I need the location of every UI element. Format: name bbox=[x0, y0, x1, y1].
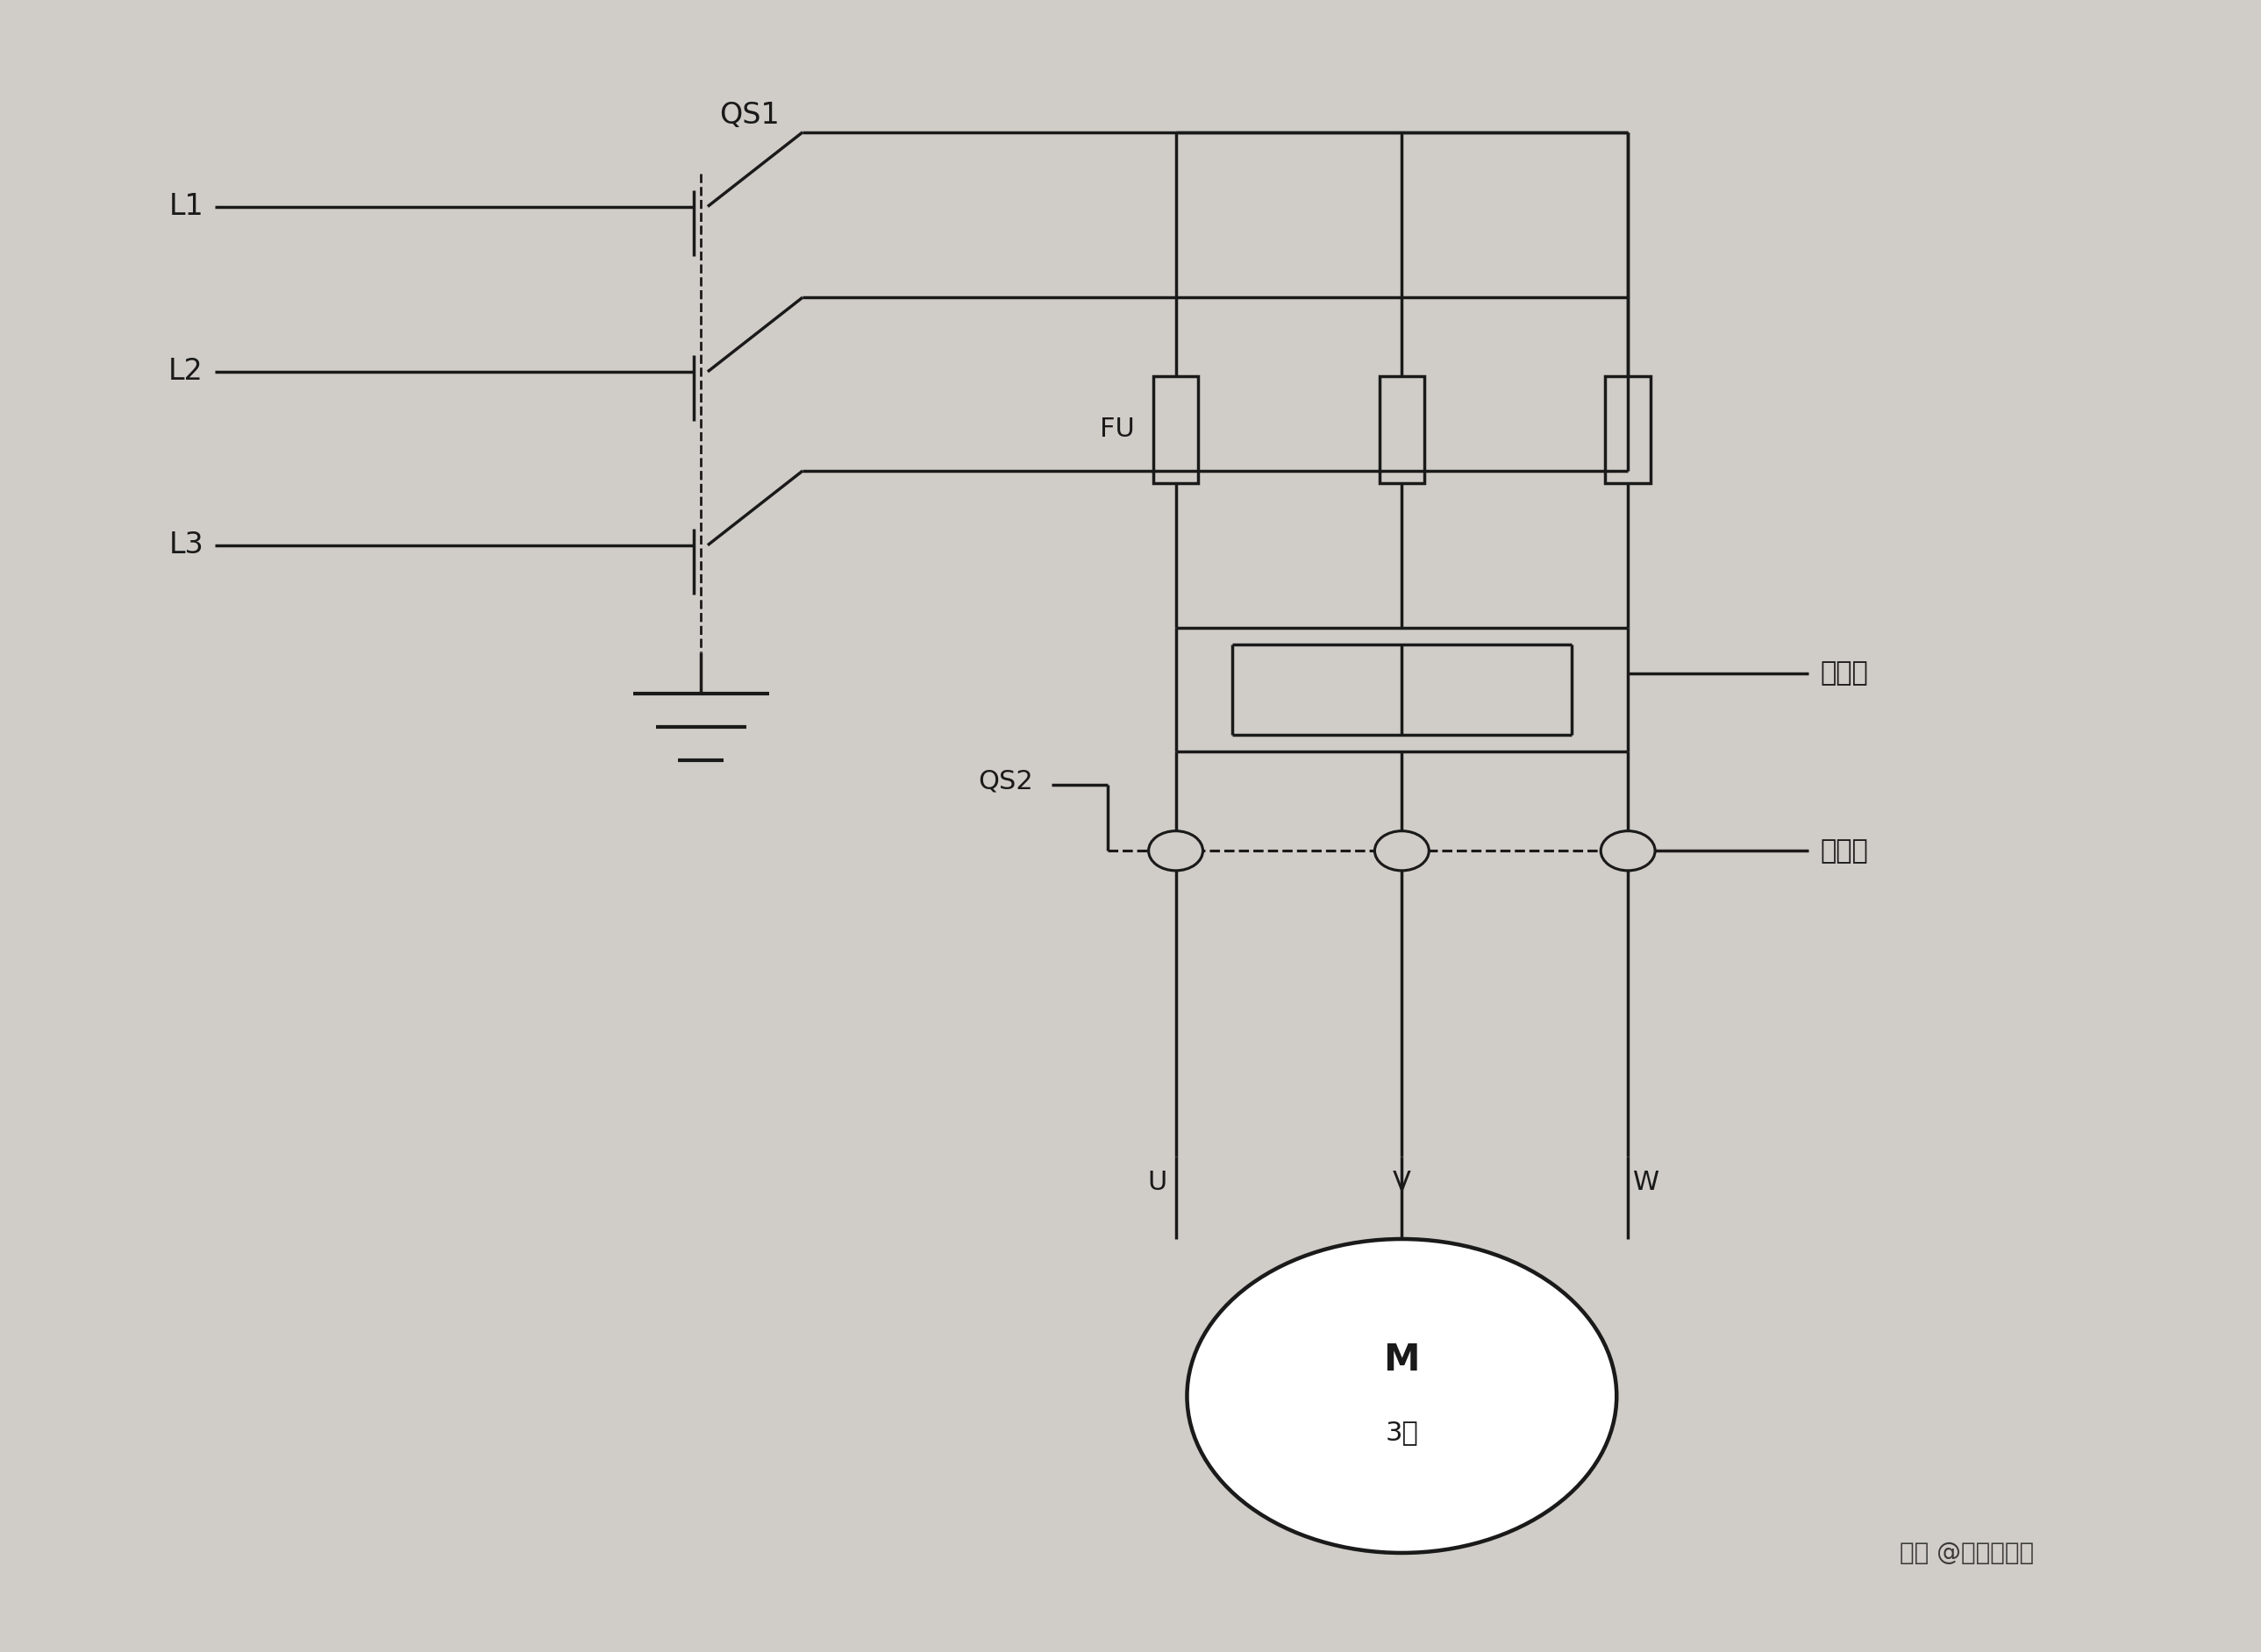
Text: W: W bbox=[1632, 1170, 1660, 1194]
Text: 静触头: 静触头 bbox=[1820, 661, 1868, 686]
Text: QS1: QS1 bbox=[719, 101, 780, 131]
Circle shape bbox=[1187, 1239, 1617, 1553]
Bar bbox=[1379, 377, 1424, 482]
Text: L1: L1 bbox=[170, 192, 203, 221]
Bar bbox=[1605, 377, 1651, 482]
Text: V: V bbox=[1393, 1170, 1411, 1194]
Text: U: U bbox=[1149, 1170, 1167, 1194]
Circle shape bbox=[1375, 831, 1429, 871]
Text: L2: L2 bbox=[170, 357, 203, 387]
Circle shape bbox=[1601, 831, 1655, 871]
Text: FU: FU bbox=[1101, 416, 1135, 443]
Text: M: M bbox=[1384, 1341, 1420, 1378]
Text: 3～: 3～ bbox=[1386, 1419, 1418, 1446]
Bar bbox=[1153, 377, 1198, 482]
Circle shape bbox=[1149, 831, 1203, 871]
Text: 头条 @电气小当家: 头条 @电气小当家 bbox=[1899, 1541, 2033, 1564]
Text: 动触头: 动触头 bbox=[1820, 838, 1868, 864]
Text: QS2: QS2 bbox=[979, 768, 1033, 795]
Text: L3: L3 bbox=[170, 530, 203, 560]
